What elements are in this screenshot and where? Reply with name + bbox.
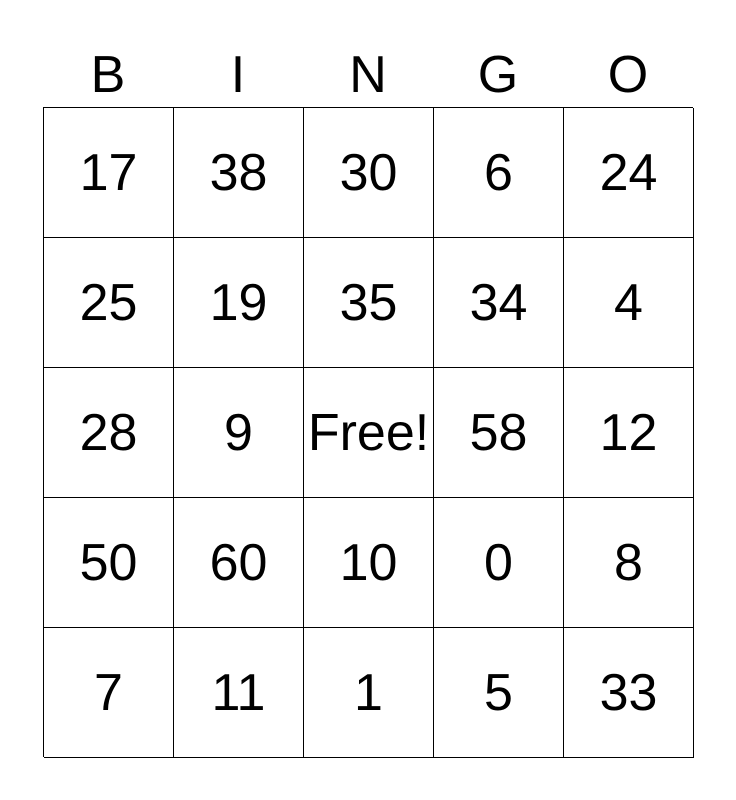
bingo-cell: 17	[44, 108, 174, 238]
bingo-cell: 10	[304, 498, 434, 628]
bingo-cell: 34	[434, 238, 564, 368]
bingo-cell: 11	[174, 628, 304, 758]
bingo-cell: 19	[174, 238, 304, 368]
bingo-cell: 58	[434, 368, 564, 498]
header-letter-i: I	[230, 46, 246, 104]
bingo-cell: 38	[174, 108, 304, 238]
bingo-header: B I N G O	[43, 44, 693, 106]
header-letter-g: G	[477, 46, 519, 104]
header-letter-b: B	[90, 46, 126, 104]
bingo-cell: 35	[304, 238, 434, 368]
free-space-cell: Free!	[304, 368, 434, 498]
bingo-cell: 5	[434, 628, 564, 758]
bingo-cell: 33	[564, 628, 694, 758]
bingo-cell: 0	[434, 498, 564, 628]
bingo-cell: 25	[44, 238, 174, 368]
bingo-cell: 28	[44, 368, 174, 498]
bingo-cell: 24	[564, 108, 694, 238]
header-letter-o: O	[607, 46, 649, 104]
bingo-cell: 12	[564, 368, 694, 498]
bingo-cell: 7	[44, 628, 174, 758]
bingo-cell: 8	[564, 498, 694, 628]
bingo-cell: 6	[434, 108, 564, 238]
bingo-cell: 50	[44, 498, 174, 628]
bingo-cell: 1	[304, 628, 434, 758]
bingo-grid: 17 38 30 6 24 25 19 35 34 4 28 9 Free! 58 12 50 60 10 0 8 7 1…	[43, 107, 694, 758]
bingo-cell: 9	[174, 368, 304, 498]
header-letter-n: N	[349, 46, 387, 104]
bingo-cell: 4	[564, 238, 694, 368]
bingo-cell: 60	[174, 498, 304, 628]
bingo-cell: 30	[304, 108, 434, 238]
